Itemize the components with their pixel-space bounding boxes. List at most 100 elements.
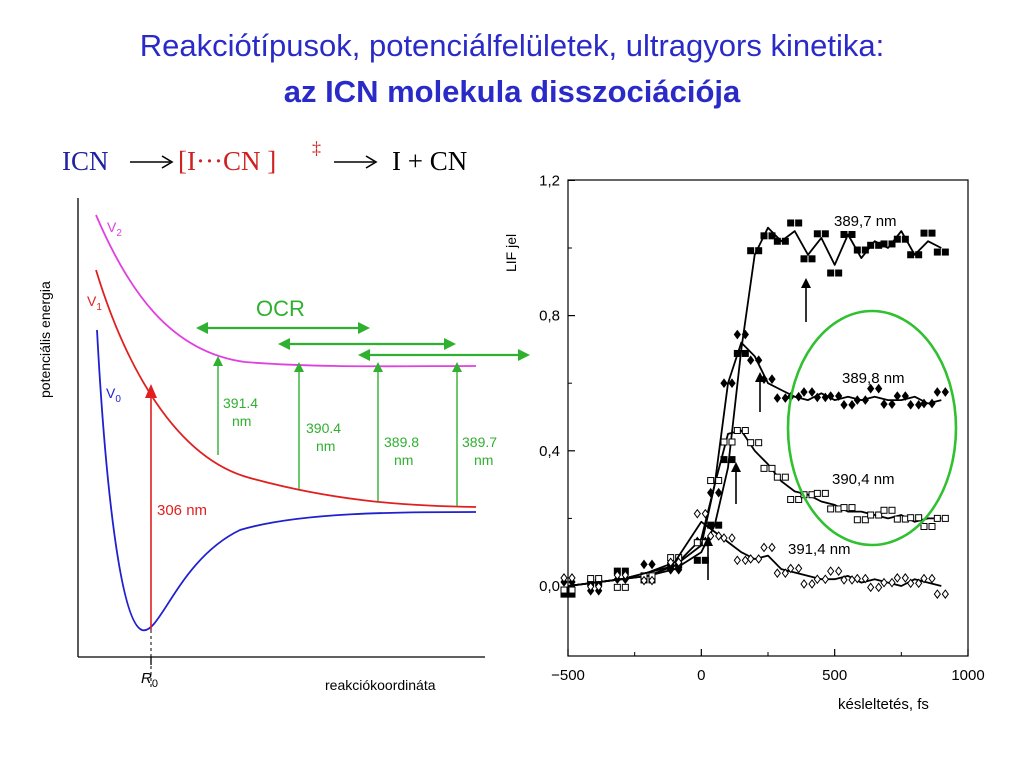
transition-arrow-3898	[373, 362, 383, 501]
data-point	[760, 232, 768, 240]
data-point	[728, 438, 736, 446]
data-point	[693, 556, 701, 564]
data-point	[827, 505, 835, 513]
data-point	[827, 566, 835, 576]
data-point	[861, 516, 869, 524]
data-point	[741, 555, 749, 566]
data-point	[795, 219, 803, 227]
data-point	[827, 269, 835, 277]
data-point	[893, 391, 901, 401]
data-point	[795, 495, 803, 503]
x-tick-label: 500	[822, 667, 847, 684]
data-point	[728, 378, 736, 389]
data-point	[773, 568, 781, 578]
data-point	[821, 489, 829, 497]
data-point	[840, 504, 848, 512]
data-point	[933, 387, 941, 397]
data-point	[853, 395, 861, 405]
data-point	[733, 329, 741, 340]
data-point	[768, 374, 776, 384]
data-point	[595, 581, 603, 592]
data-point	[720, 438, 728, 446]
data-point	[941, 387, 949, 397]
data-point	[867, 383, 875, 394]
data-point	[861, 246, 869, 254]
data-point	[875, 582, 883, 593]
potential-energy-diagram: potenciális energia reakciókoordináta R0…	[37, 198, 530, 693]
fit-curve	[567, 429, 942, 587]
data-point	[741, 427, 749, 435]
data-point	[888, 577, 896, 588]
data-point	[613, 570, 621, 581]
data-point	[848, 399, 856, 410]
peak-arrow-head	[703, 536, 713, 546]
data-point	[888, 240, 896, 248]
data-point	[840, 230, 848, 238]
transition-arrow-3914	[213, 356, 223, 455]
data-point	[853, 516, 861, 524]
data-point	[728, 533, 736, 543]
transition-state-label: [I···CN ]	[178, 146, 277, 176]
data-point	[760, 542, 768, 553]
data-point	[848, 230, 856, 238]
data-point	[755, 247, 763, 255]
data-point	[773, 473, 781, 481]
data-point	[648, 575, 656, 586]
curve-v0	[96, 329, 477, 631]
series-label: 391,4 nm	[788, 541, 851, 558]
transition-arrow-3904	[294, 362, 304, 489]
data-point	[835, 391, 843, 401]
data-point	[808, 255, 816, 263]
transition-label-3898: 389.8 nm	[384, 434, 419, 468]
data-point	[853, 573, 861, 584]
data-point	[915, 399, 923, 410]
data-point	[928, 523, 936, 531]
data-point	[568, 573, 576, 583]
data-point	[781, 473, 789, 481]
data-point	[915, 514, 923, 522]
data-point	[787, 219, 795, 227]
ocr-arrow-3	[358, 349, 530, 361]
data-point	[920, 523, 928, 531]
data-point	[795, 563, 803, 574]
data-point	[741, 349, 749, 357]
data-point	[808, 387, 816, 397]
data-point	[933, 514, 941, 522]
reaction-arrow-1	[130, 155, 174, 169]
data-point	[720, 533, 728, 543]
data-point	[621, 570, 629, 581]
data-point	[907, 251, 915, 259]
transition-arrow-3897	[452, 362, 462, 506]
data-point	[920, 229, 928, 237]
y-tick-label: 1,2	[539, 172, 560, 189]
data-point	[880, 577, 888, 588]
data-point	[880, 399, 888, 409]
data-point	[675, 564, 683, 575]
data-point	[880, 240, 888, 248]
data-point	[768, 464, 776, 472]
data-point	[773, 237, 781, 245]
data-point	[813, 574, 821, 585]
data-point	[715, 487, 723, 498]
data-point	[800, 387, 808, 397]
y-tick-label: 0,0	[539, 578, 560, 595]
x-tick-label: −500	[551, 667, 585, 684]
ocr-label: OCR	[256, 296, 305, 321]
series-label: 389,8 nm	[842, 370, 905, 387]
data-point	[875, 511, 883, 519]
ocr-arrow-1	[196, 322, 370, 334]
data-point	[827, 391, 835, 401]
pe-xtick-r0: R0	[141, 670, 158, 690]
data-point	[733, 555, 741, 566]
data-point	[747, 247, 755, 255]
transition-label-3897: 389.7 nm	[462, 434, 497, 468]
pe-ylabel: potenciális energia	[37, 281, 53, 398]
data-point	[928, 398, 936, 409]
data-point	[715, 521, 723, 529]
data-point	[813, 230, 821, 238]
data-point	[835, 269, 843, 277]
data-point	[920, 573, 928, 584]
data-point	[880, 506, 888, 514]
data-point	[941, 248, 949, 256]
